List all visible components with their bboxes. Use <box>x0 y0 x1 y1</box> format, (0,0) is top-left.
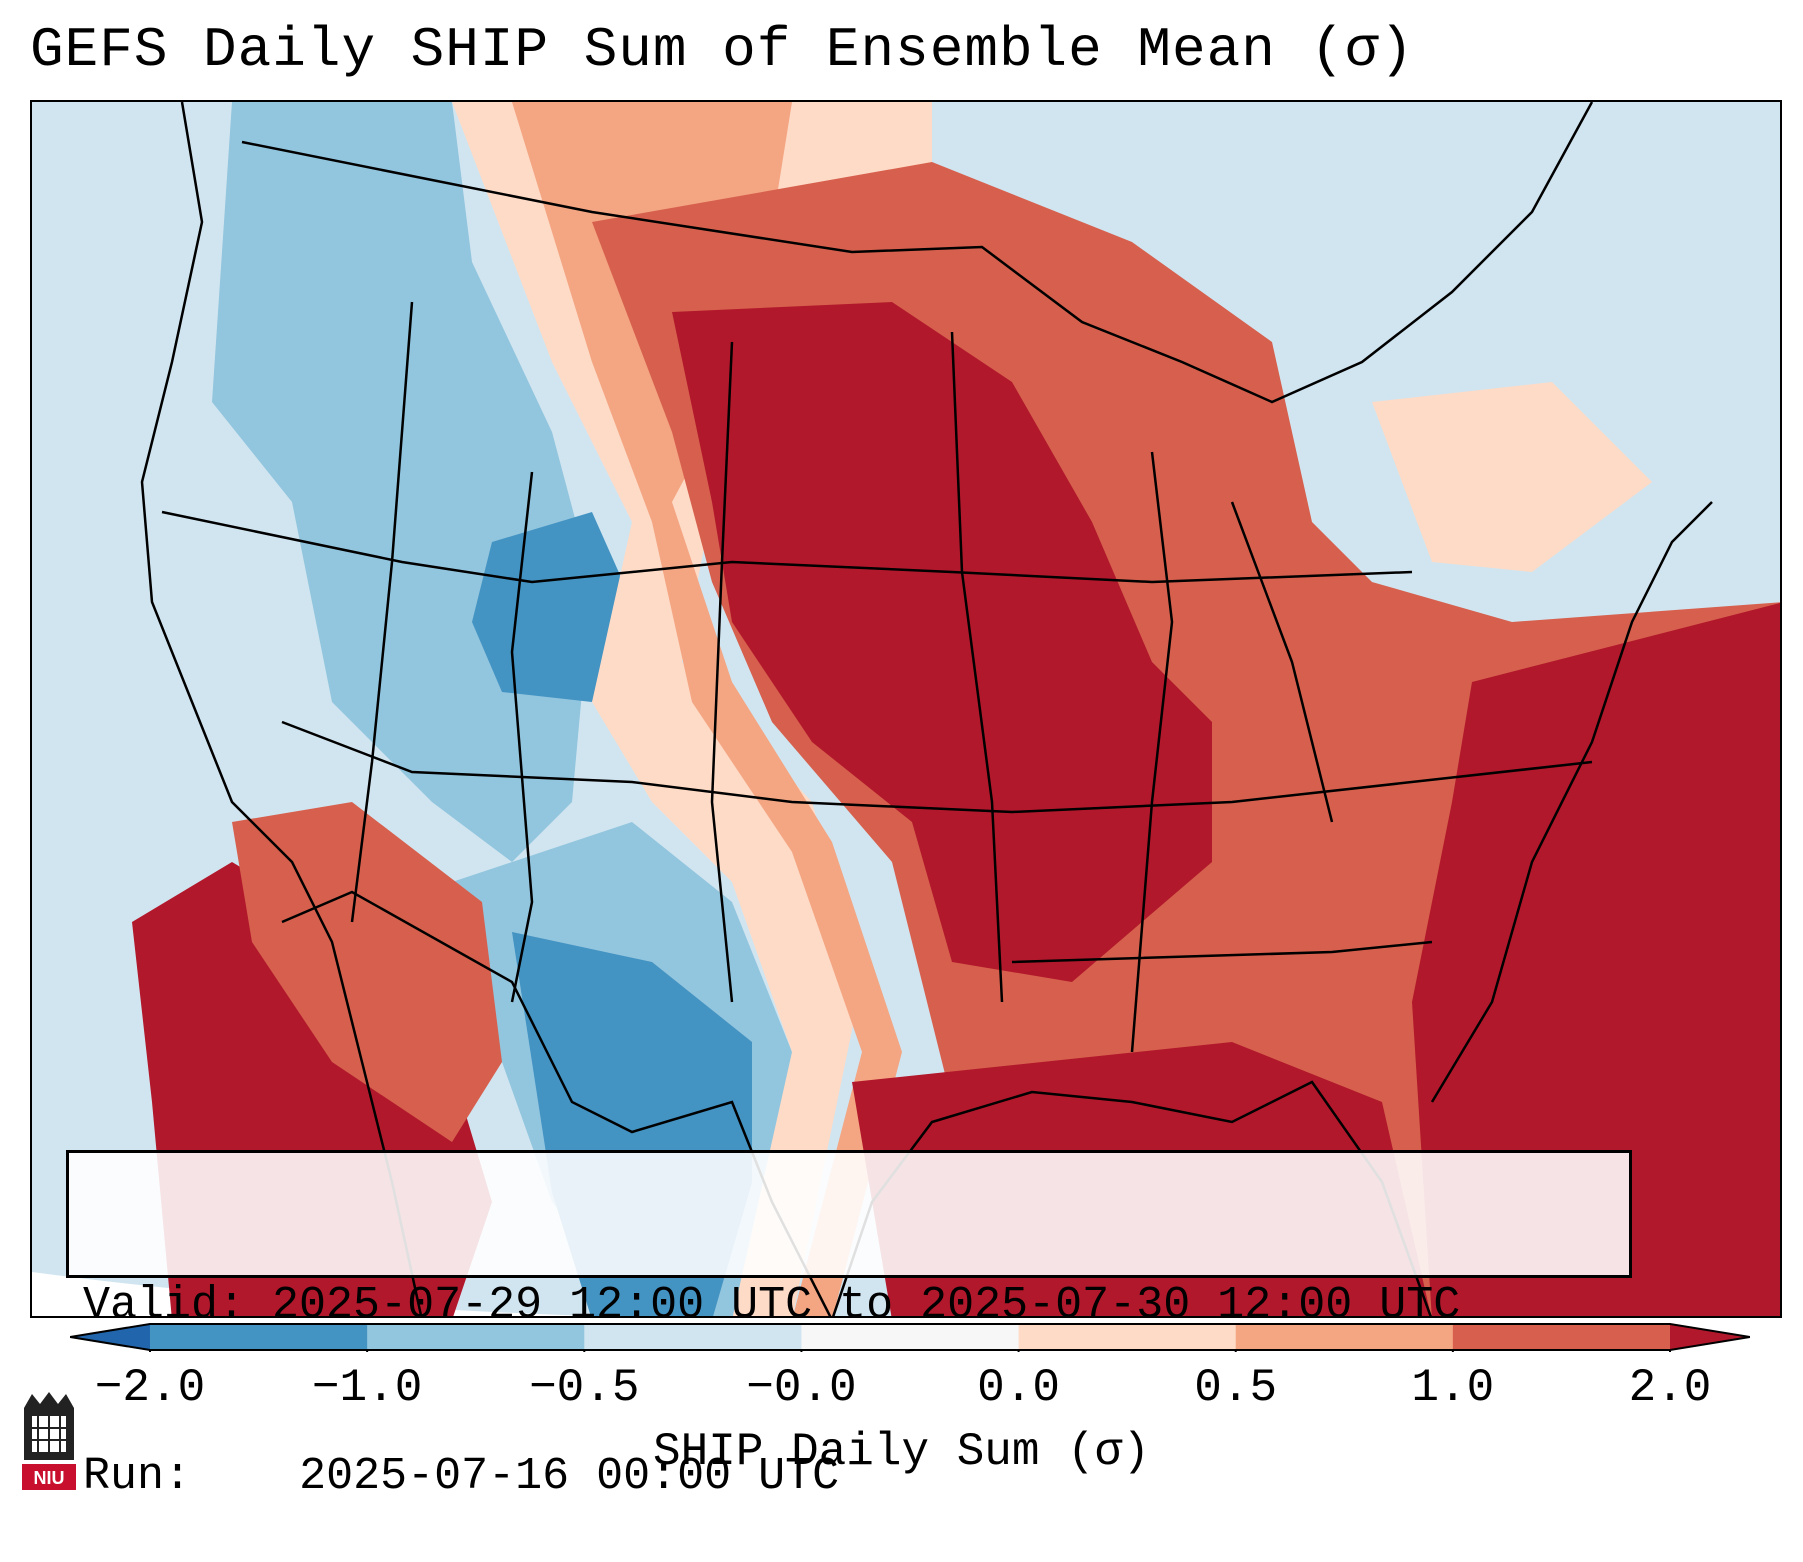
state-line-mid <box>281 720 1593 814</box>
colorbar <box>70 1323 1750 1352</box>
state-line-east-2 <box>1230 501 1334 823</box>
pacific-coastline <box>140 102 423 1316</box>
colorbar-tick-label: 1.0 <box>1411 1362 1495 1414</box>
colorbar-segment <box>367 1324 585 1350</box>
colorbar-segment <box>1018 1324 1237 1350</box>
colorbar-segment <box>801 1324 1020 1350</box>
state-line-west-2 <box>510 471 534 1003</box>
state-line-east-1 <box>1130 451 1174 1053</box>
colorbar-tick-label: 0.0 <box>977 1362 1060 1414</box>
valid-label: Valid: <box>83 1280 246 1331</box>
field-region-plains-core <box>672 302 1212 982</box>
colorbar-segment <box>150 1324 368 1350</box>
field-region-baja <box>232 802 502 1142</box>
colorbar-label: SHIP Daily Sum (σ) <box>653 1426 1150 1478</box>
niu-logo: NIU <box>22 1392 76 1490</box>
run-label: Run: <box>83 1451 192 1502</box>
map-panel <box>30 100 1782 1318</box>
colorbar-tick-label: −0.0 <box>746 1362 857 1414</box>
us-canada-border <box>241 102 1594 404</box>
colorbar-tick-label: 0.5 <box>1194 1362 1278 1414</box>
field-region-northeast <box>1372 382 1652 572</box>
colorbar-segment <box>1235 1324 1454 1350</box>
shaded-field <box>32 102 1780 1316</box>
valid-value: 2025-07-29 12:00 UTC to 2025-07-30 12:00… <box>272 1280 1461 1331</box>
state-line-south <box>1011 940 1433 964</box>
colorbar-extend-high <box>1670 1324 1750 1350</box>
colorbar-segment <box>1452 1324 1671 1350</box>
field-region-transition <box>452 102 932 1316</box>
colorbar-extend-low <box>70 1324 150 1350</box>
run-value: 2025-07-16 00:00 UTC <box>299 1451 840 1502</box>
info-box: Valid: 2025-07-29 12:00 UTC to 2025-07-3… <box>66 1150 1632 1502</box>
run-row: Run: 2025-07-16 00:00 UTC <box>83 1448 1615 1505</box>
colorbar-tick-label: −1.0 <box>311 1362 423 1414</box>
colorbar-segment <box>584 1324 802 1350</box>
logo-text: NIU <box>34 1468 65 1488</box>
chart-title: GEFS Daily SHIP Sum of Ensemble Mean (σ) <box>30 18 1415 82</box>
valid-row: Valid: 2025-07-29 12:00 UTC to 2025-07-3… <box>83 1277 1615 1334</box>
colorbar-tick-label: 2.0 <box>1628 1362 1712 1414</box>
colorbar-tick-label: −2.0 <box>94 1362 206 1414</box>
field-region-atlantic-core <box>1412 603 1780 1316</box>
field-region-transition-2 <box>512 102 902 1316</box>
colorbar-tick-label: −0.5 <box>529 1362 640 1414</box>
atlantic-coastline <box>1430 501 1713 1103</box>
state-line-central-1 <box>710 341 734 1003</box>
state-line-north <box>161 510 1413 584</box>
state-line-central-2 <box>950 331 1004 1003</box>
state-line-west-1 <box>350 301 414 923</box>
